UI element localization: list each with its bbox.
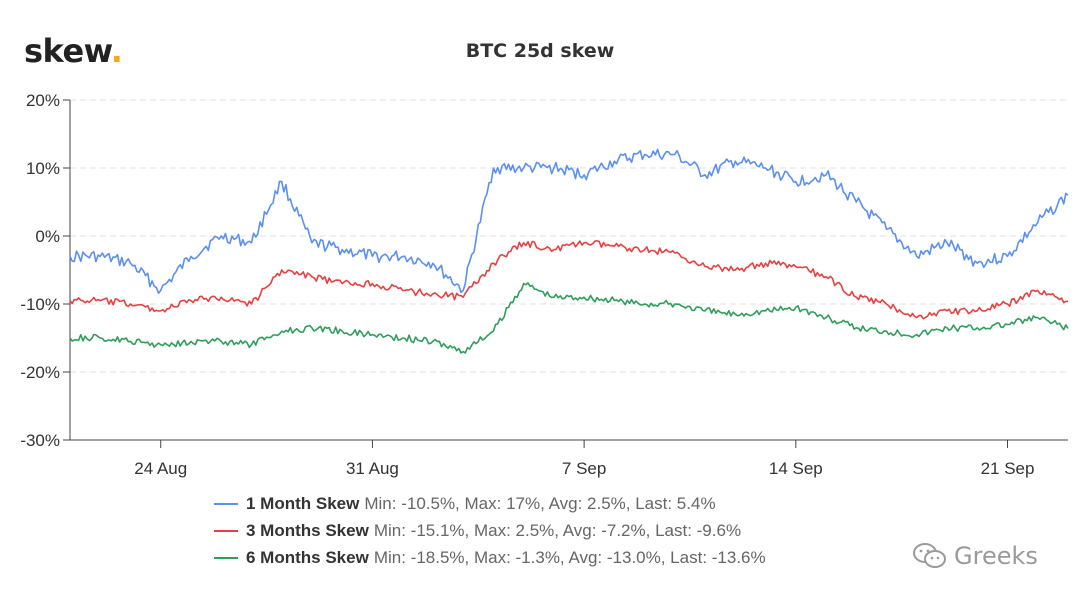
series-line-3 [69,282,1069,354]
legend-entry[interactable]: 1 Month Skew Min: -10.5%, Max: 17%, Avg: … [214,490,766,517]
chart-title: BTC 25d skew [465,40,615,62]
grid-lines [70,99,1068,373]
legend-series-name: 3 Months Skew [246,520,369,540]
x-axis: 24 Aug 31 Aug 7 Sep 14 Sep 21 Sep [70,439,1068,478]
legend-entry[interactable]: 6 Months Skew Min: -18.5%, Max: -1.3%, Av… [214,544,766,571]
legend-entry[interactable]: 3 Months Skew Min: -15.1%, Max: 2.5%, Avg… [214,517,766,544]
series-line-1 [69,148,1069,295]
legend-swatch [214,529,238,532]
skew-logo: skew. [24,32,123,70]
legend-series-stats: Min: -18.5%, Max: -1.3%, Avg: -13.0%, La… [373,547,766,567]
legend-series-stats: Min: -15.1%, Max: 2.5%, Avg: -7.2%, Last… [373,520,742,540]
x-tick-label: 14 Sep [769,459,823,478]
legend-series-name: 1 Month Skew [246,493,360,513]
watermark-text: Greeks [954,542,1038,570]
y-tick-label: -30% [20,431,60,450]
watermark: Greeks [912,542,1038,570]
x-tick-label: 24 Aug [134,459,187,478]
legend-series-stats: Min: -10.5%, Max: 17%, Avg: 2.5%, Last: … [364,493,716,513]
y-tick-label: 20% [26,91,60,110]
x-tick-label: 21 Sep [981,459,1035,478]
legend-series-name: 6 Months Skew [246,547,369,567]
x-tick-label: 7 Sep [562,459,606,478]
series-lines [69,148,1069,354]
y-tick-label: 0% [35,227,60,246]
y-tick-label: -10% [20,295,60,314]
wechat-icon [913,543,946,568]
y-tick-label: -20% [20,363,60,382]
legend-swatch [214,556,238,559]
legend-swatch [214,502,238,505]
y-tick-label: 10% [26,159,60,178]
chart-legend: 1 Month Skew Min: -10.5%, Max: 17%, Avg: … [214,490,766,571]
series-line-2 [69,240,1069,320]
y-axis: 20% 10% 0% -10% -20% -30% [20,91,71,450]
x-tick-label: 31 Aug [346,459,399,478]
